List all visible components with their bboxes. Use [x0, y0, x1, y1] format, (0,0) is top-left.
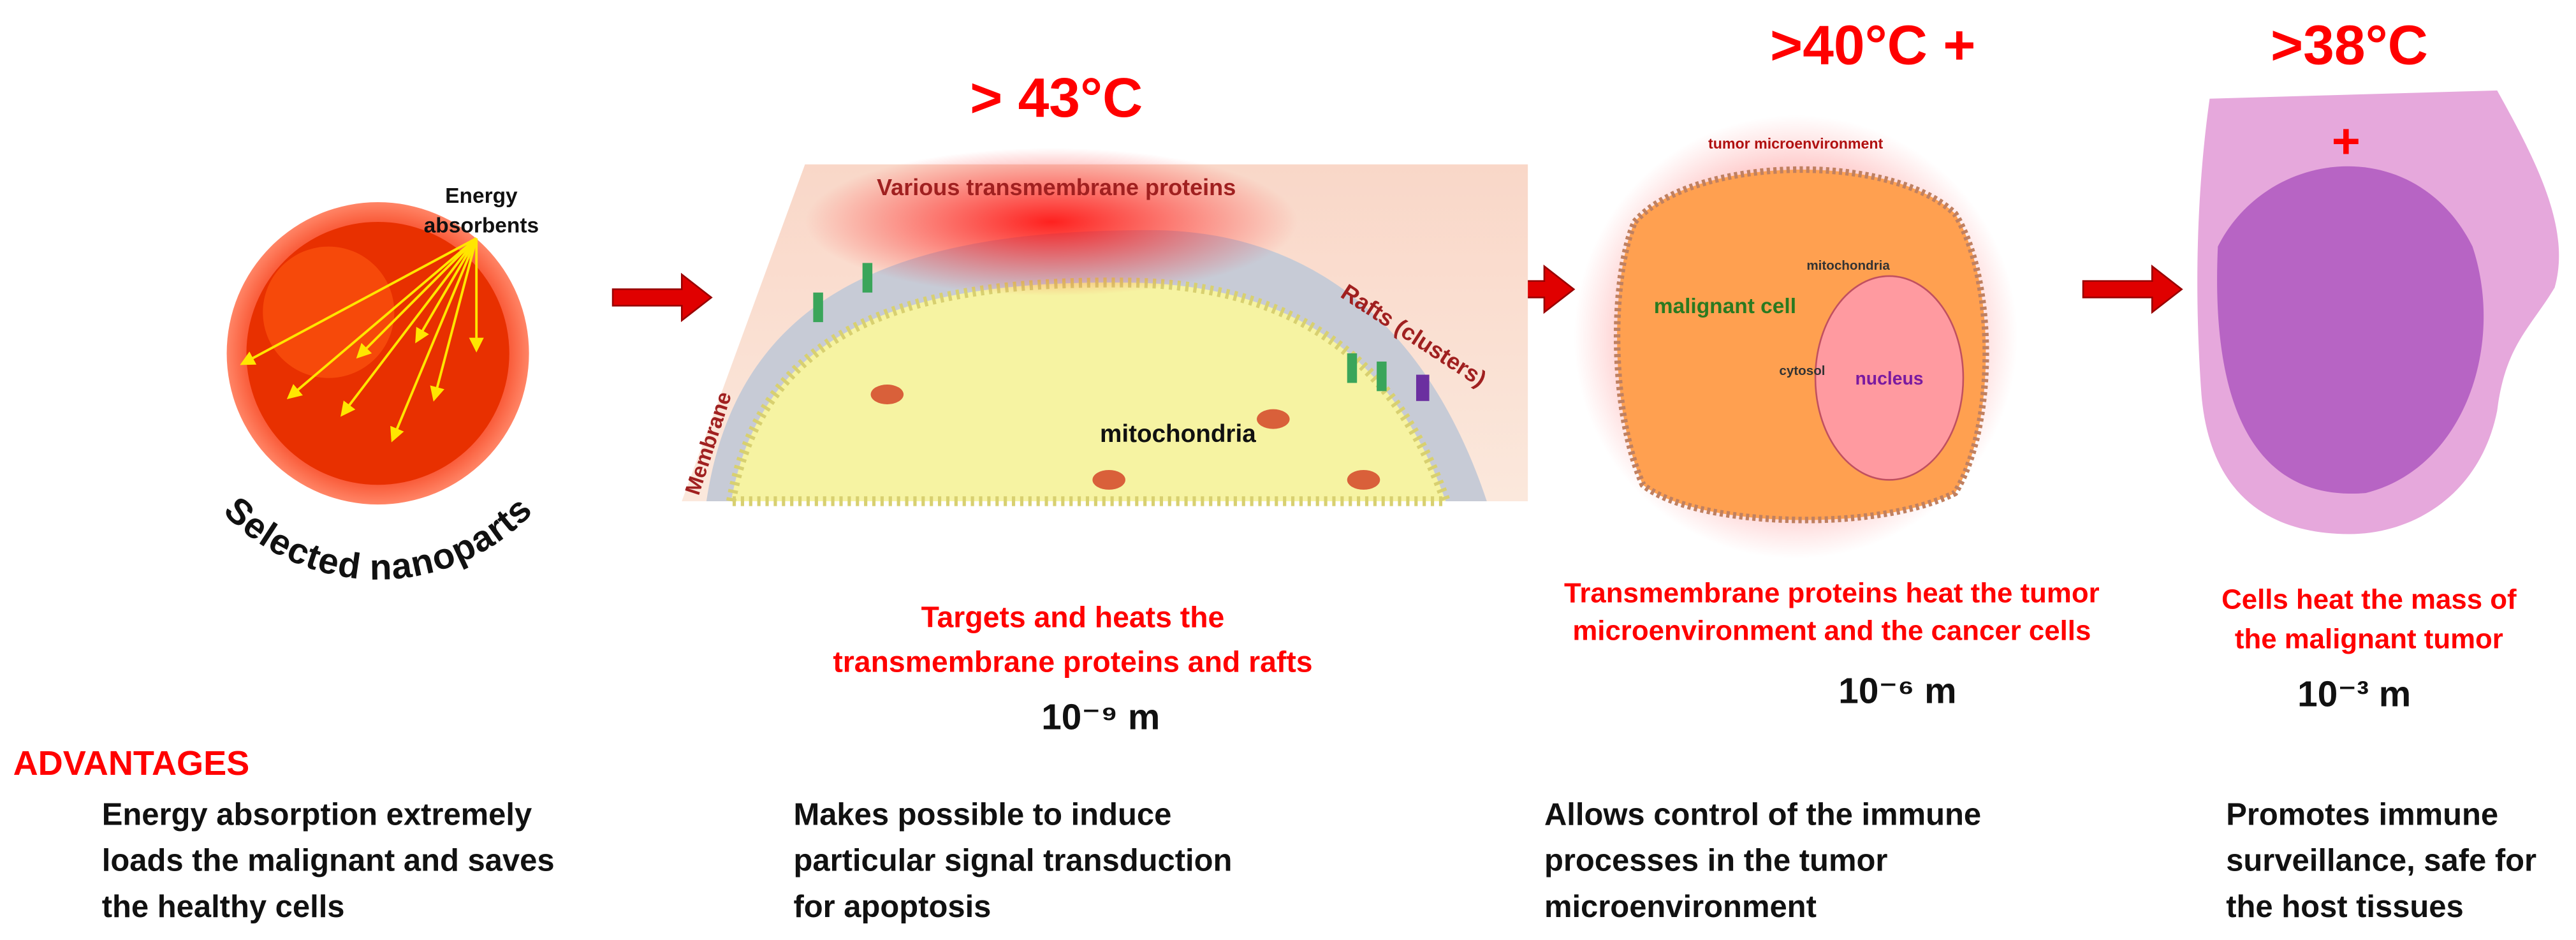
temperature: > 43°C	[970, 66, 1143, 129]
cell-label: mitochondria	[1100, 420, 1256, 448]
description: Targets and heats the	[921, 601, 1225, 634]
advantage-line: the host tissues	[2226, 890, 2464, 924]
advantage-line: for apoptosis	[793, 890, 991, 924]
advantage-line: processes in the tumor	[1544, 844, 1887, 878]
advantage-line: loads the malignant and saves	[102, 844, 555, 878]
advantages-title: ADVANTAGES	[13, 744, 250, 782]
nanoparticle: Selected nanoparts Energy absorbents	[216, 184, 539, 588]
description: Transmembrane proteins heat the tumor	[1564, 577, 2100, 608]
temperature: >40°C +	[1770, 14, 1975, 77]
advantage-line: Energy absorption extremely	[102, 798, 532, 832]
tumor-cell: tumor microenvironment malignant cell mi…	[1574, 115, 2017, 559]
advantage-line: particular signal transduction	[793, 844, 1232, 878]
cell-label: cytosol	[1779, 364, 1825, 378]
description: the malignant tumor	[2235, 624, 2503, 655]
advantages: Energy absorption extremely loads the mal…	[102, 798, 2536, 924]
scale: 10⁻⁶ m	[1838, 671, 1956, 711]
annotation: absorbents	[424, 214, 539, 238]
description: microenvironment and the cancer cells	[1572, 615, 2091, 647]
cell-label: tumor microenvironment	[1708, 135, 1884, 152]
cell-label: nucleus	[1855, 369, 1923, 389]
description: Cells heat the mass of	[2221, 584, 2517, 615]
advantage-line: Makes possible to induce	[793, 798, 1171, 832]
advantage-line: surveillance, safe for	[2226, 844, 2536, 878]
cell-label: Various transmembrane proteins	[877, 174, 1236, 200]
advantage-line: microenvironment	[1544, 890, 1817, 924]
tissue: +	[2197, 90, 2559, 534]
cell-label: mitochondria	[1806, 258, 1890, 273]
scale: 10⁻³ m	[2297, 675, 2411, 715]
advantage-line: Promotes immune	[2226, 798, 2498, 832]
membrane-panel: Various transmembrane proteins Rafts (cl…	[681, 148, 1528, 506]
scale: 10⁻⁹ m	[1041, 698, 1160, 738]
description: transmembrane proteins and rafts	[833, 645, 1312, 678]
temperature: >38°C	[2271, 14, 2428, 77]
advantage-line: Allows control of the immune	[1544, 798, 1981, 832]
annotation: Energy	[445, 184, 518, 208]
cell-label: malignant cell	[1654, 295, 1796, 318]
advantage-line: the healthy cells	[102, 890, 345, 924]
marker: +	[2332, 114, 2360, 168]
